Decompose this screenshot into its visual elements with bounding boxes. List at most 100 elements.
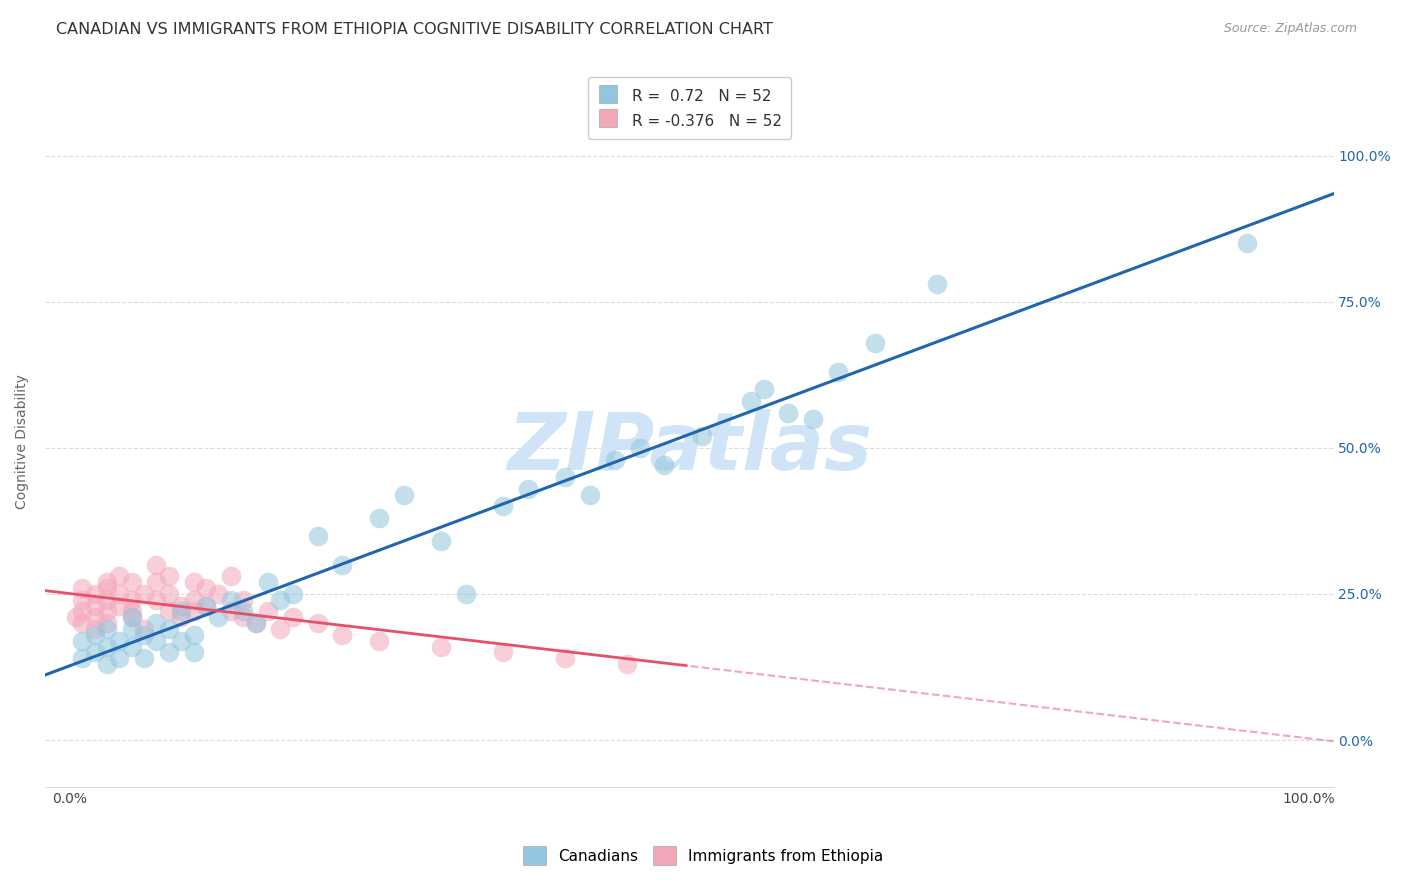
Point xyxy=(195,581,218,595)
Point xyxy=(330,628,353,642)
Point xyxy=(925,277,948,292)
Point xyxy=(245,616,267,631)
Point xyxy=(690,429,713,443)
Point xyxy=(108,587,131,601)
Point xyxy=(96,605,118,619)
Point xyxy=(257,605,280,619)
Point xyxy=(157,569,180,583)
Point xyxy=(827,365,849,379)
Point xyxy=(195,599,218,613)
Point xyxy=(269,622,291,636)
Point xyxy=(83,587,105,601)
Y-axis label: Cognitive Disability: Cognitive Disability xyxy=(15,375,30,509)
Text: ZIPatlas: ZIPatlas xyxy=(506,409,872,487)
Point xyxy=(83,628,105,642)
Point xyxy=(145,558,167,572)
Point xyxy=(96,640,118,654)
Point xyxy=(579,488,602,502)
Point xyxy=(121,592,143,607)
Point xyxy=(96,592,118,607)
Point xyxy=(628,441,651,455)
Point xyxy=(70,651,93,665)
Point xyxy=(183,645,205,659)
Point xyxy=(157,587,180,601)
Point xyxy=(654,458,676,473)
Point xyxy=(863,335,886,350)
Point xyxy=(801,411,824,425)
Point xyxy=(778,406,800,420)
Point xyxy=(145,592,167,607)
Point xyxy=(96,581,118,595)
Point xyxy=(70,633,93,648)
Point xyxy=(740,394,762,409)
Point xyxy=(70,605,93,619)
Point xyxy=(121,610,143,624)
Point xyxy=(245,616,267,631)
Point xyxy=(307,528,329,542)
Point xyxy=(207,587,229,601)
Point xyxy=(232,592,254,607)
Point xyxy=(219,569,242,583)
Point xyxy=(183,592,205,607)
Point xyxy=(281,610,304,624)
Point xyxy=(232,610,254,624)
Point xyxy=(83,610,105,624)
Point xyxy=(96,657,118,671)
Point xyxy=(170,610,193,624)
Point xyxy=(70,592,93,607)
Point xyxy=(183,628,205,642)
Point xyxy=(307,616,329,631)
Point xyxy=(170,599,193,613)
Point xyxy=(145,633,167,648)
Point xyxy=(83,645,105,659)
Point xyxy=(1236,236,1258,251)
Point xyxy=(492,500,515,514)
Point xyxy=(603,452,626,467)
Point xyxy=(219,592,242,607)
Point xyxy=(170,633,193,648)
Point xyxy=(145,575,167,590)
Point xyxy=(132,622,155,636)
Point xyxy=(108,569,131,583)
Point xyxy=(121,605,143,619)
Point xyxy=(121,622,143,636)
Point xyxy=(83,622,105,636)
Point xyxy=(121,640,143,654)
Point xyxy=(96,575,118,590)
Point xyxy=(219,605,242,619)
Point xyxy=(145,616,167,631)
Point xyxy=(330,558,353,572)
Legend: R =  0.72   N = 52, R = -0.376   N = 52: R = 0.72 N = 52, R = -0.376 N = 52 xyxy=(588,78,792,139)
Point xyxy=(752,383,775,397)
Point xyxy=(554,651,576,665)
Point xyxy=(430,640,453,654)
Point xyxy=(232,605,254,619)
Point xyxy=(121,610,143,624)
Point xyxy=(157,622,180,636)
Point xyxy=(368,633,391,648)
Text: CANADIAN VS IMMIGRANTS FROM ETHIOPIA COGNITIVE DISABILITY CORRELATION CHART: CANADIAN VS IMMIGRANTS FROM ETHIOPIA COG… xyxy=(56,22,773,37)
Point xyxy=(456,587,478,601)
Point xyxy=(132,628,155,642)
Point xyxy=(207,610,229,624)
Point xyxy=(183,605,205,619)
Point xyxy=(83,599,105,613)
Point xyxy=(554,470,576,484)
Point xyxy=(108,599,131,613)
Point xyxy=(195,599,218,613)
Legend: Canadians, Immigrants from Ethiopia: Canadians, Immigrants from Ethiopia xyxy=(516,840,890,871)
Point xyxy=(70,581,93,595)
Point xyxy=(132,651,155,665)
Point xyxy=(65,610,87,624)
Point xyxy=(616,657,638,671)
Point xyxy=(394,488,416,502)
Point xyxy=(96,616,118,631)
Point xyxy=(183,575,205,590)
Point xyxy=(108,633,131,648)
Point xyxy=(269,592,291,607)
Point xyxy=(430,534,453,549)
Point xyxy=(492,645,515,659)
Point xyxy=(170,605,193,619)
Point xyxy=(96,622,118,636)
Point xyxy=(70,616,93,631)
